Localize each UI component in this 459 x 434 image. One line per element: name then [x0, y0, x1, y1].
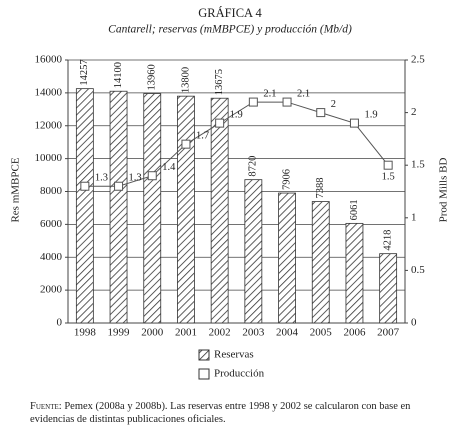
line [84, 101, 389, 187]
x-tick-label: 2005 [310, 327, 333, 339]
line-marker [114, 181, 124, 191]
line-marker [316, 108, 326, 118]
y-tick-label: 10000 [35, 152, 63, 164]
bar-value-label: 4218 [383, 230, 394, 251]
bar-value-label: 6061 [349, 199, 360, 220]
line-value-label: 1.3 [129, 173, 142, 184]
x-tick-label: 2004 [276, 327, 299, 339]
y-axis-label: Res mMBPCE [10, 157, 22, 222]
y-tick-label: 4000 [40, 251, 63, 263]
bar-value-label: 13960 [147, 64, 158, 90]
y-tick-label: 14000 [35, 86, 63, 98]
bar-value-label: 7906 [281, 169, 292, 190]
bar-value-label: 13800 [180, 67, 191, 93]
x-tick-label: 2001 [175, 327, 197, 339]
source-note: Fuente: Pemex (2008a y 2008b). Las reser… [30, 400, 445, 426]
bar-value-label: 8720 [248, 156, 259, 177]
line-value-label: 1.4 [162, 162, 176, 173]
y-tick-label: 0 [57, 317, 63, 329]
bar [143, 93, 162, 324]
line-marker [215, 118, 225, 128]
line-value-label: 1.3 [95, 173, 108, 184]
bar-value-label: 14100 [113, 62, 124, 88]
line-marker [80, 181, 90, 191]
bar [311, 201, 330, 324]
bar [177, 95, 195, 324]
line-value-label: 1.9 [364, 110, 377, 121]
y2-tick-label: 2 [411, 106, 417, 118]
y2-tick-label: 1.5 [411, 159, 425, 171]
x-tick-label: 2003 [242, 327, 265, 339]
bar [345, 222, 364, 324]
chart-subtitle: Cantarell; reservas (mMBPCE) y producció… [108, 24, 352, 36]
legend-swatch [198, 368, 210, 380]
line-value-label: 2.1 [297, 88, 310, 99]
y2-axis-label: Prod Mills BD [438, 158, 450, 223]
bar [244, 179, 263, 324]
y2-tick-label: 0 [411, 317, 417, 329]
line-value-label: 1.5 [382, 172, 395, 183]
line-value-label: 2.1 [263, 88, 276, 99]
bar [278, 192, 296, 324]
bar-value-label: 13675 [214, 69, 225, 95]
y-tick-label: 16000 [35, 54, 63, 66]
line-marker [147, 171, 157, 181]
bar [75, 88, 94, 324]
bar [379, 253, 398, 324]
bar [109, 90, 128, 324]
y-tick-label: 12000 [35, 119, 63, 131]
y2-tick-label: 1 [411, 211, 417, 223]
x-tick-label: 2006 [343, 327, 366, 339]
bar-value-label: 14257 [79, 59, 90, 85]
line-marker [181, 139, 191, 149]
bar [210, 97, 229, 324]
source-label: Fuente: [30, 401, 62, 412]
y-tick-label: 8000 [40, 185, 63, 197]
legend-label: Producción [214, 368, 265, 380]
x-tick-label: 2007 [377, 327, 400, 339]
chart-title: GRÁFICA 4 [198, 6, 262, 20]
x-tick-label: 2000 [141, 327, 164, 339]
line-marker [349, 118, 359, 128]
legend-swatch [198, 349, 210, 361]
line-value-label: 2 [331, 99, 336, 110]
line-marker [248, 97, 258, 107]
source-text: Pemex (2008a y 2008b). Las reservas entr… [30, 401, 411, 425]
line-marker [282, 97, 292, 107]
legend-label: Reservas [214, 349, 254, 361]
y2-tick-label: 0.5 [411, 264, 425, 276]
x-tick-label: 2002 [209, 327, 231, 339]
line-value-label: 1.9 [230, 110, 243, 121]
bar-value-label: 7388 [315, 178, 326, 199]
y-tick-label: 2000 [40, 284, 63, 296]
x-tick-label: 1998 [74, 327, 97, 339]
y-tick-label: 6000 [40, 218, 63, 230]
line-value-label: 1.7 [196, 131, 209, 142]
line-marker [383, 160, 393, 170]
chart: GRÁFICA 4 Cantarell; reservas (mMBPCE) y… [10, 6, 450, 380]
x-tick-label: 1999 [108, 327, 131, 339]
y2-tick-label: 2.5 [411, 54, 425, 66]
